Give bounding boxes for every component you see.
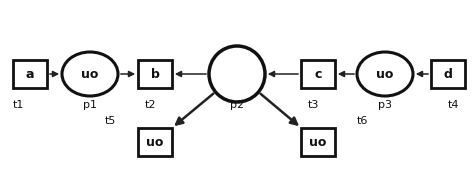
Text: p1: p1 xyxy=(83,100,97,110)
FancyBboxPatch shape xyxy=(431,60,465,88)
Text: a: a xyxy=(26,68,34,81)
Text: uo: uo xyxy=(82,68,99,81)
Text: c: c xyxy=(314,68,322,81)
Text: t4: t4 xyxy=(447,100,459,110)
Text: t3: t3 xyxy=(307,100,319,110)
Circle shape xyxy=(209,46,265,102)
FancyBboxPatch shape xyxy=(138,60,172,88)
Ellipse shape xyxy=(357,52,413,96)
Text: d: d xyxy=(444,68,453,81)
Text: uo: uo xyxy=(376,68,394,81)
FancyBboxPatch shape xyxy=(138,128,172,156)
Text: uo: uo xyxy=(146,135,164,148)
Ellipse shape xyxy=(62,52,118,96)
FancyBboxPatch shape xyxy=(301,60,335,88)
Text: t5: t5 xyxy=(105,116,116,126)
FancyBboxPatch shape xyxy=(301,128,335,156)
Text: p3: p3 xyxy=(378,100,392,110)
FancyBboxPatch shape xyxy=(13,60,47,88)
Text: t6: t6 xyxy=(357,116,368,126)
Text: p2: p2 xyxy=(230,100,244,110)
Text: t2: t2 xyxy=(144,100,156,110)
Text: b: b xyxy=(151,68,159,81)
Text: uo: uo xyxy=(310,135,327,148)
Text: t1: t1 xyxy=(12,100,24,110)
